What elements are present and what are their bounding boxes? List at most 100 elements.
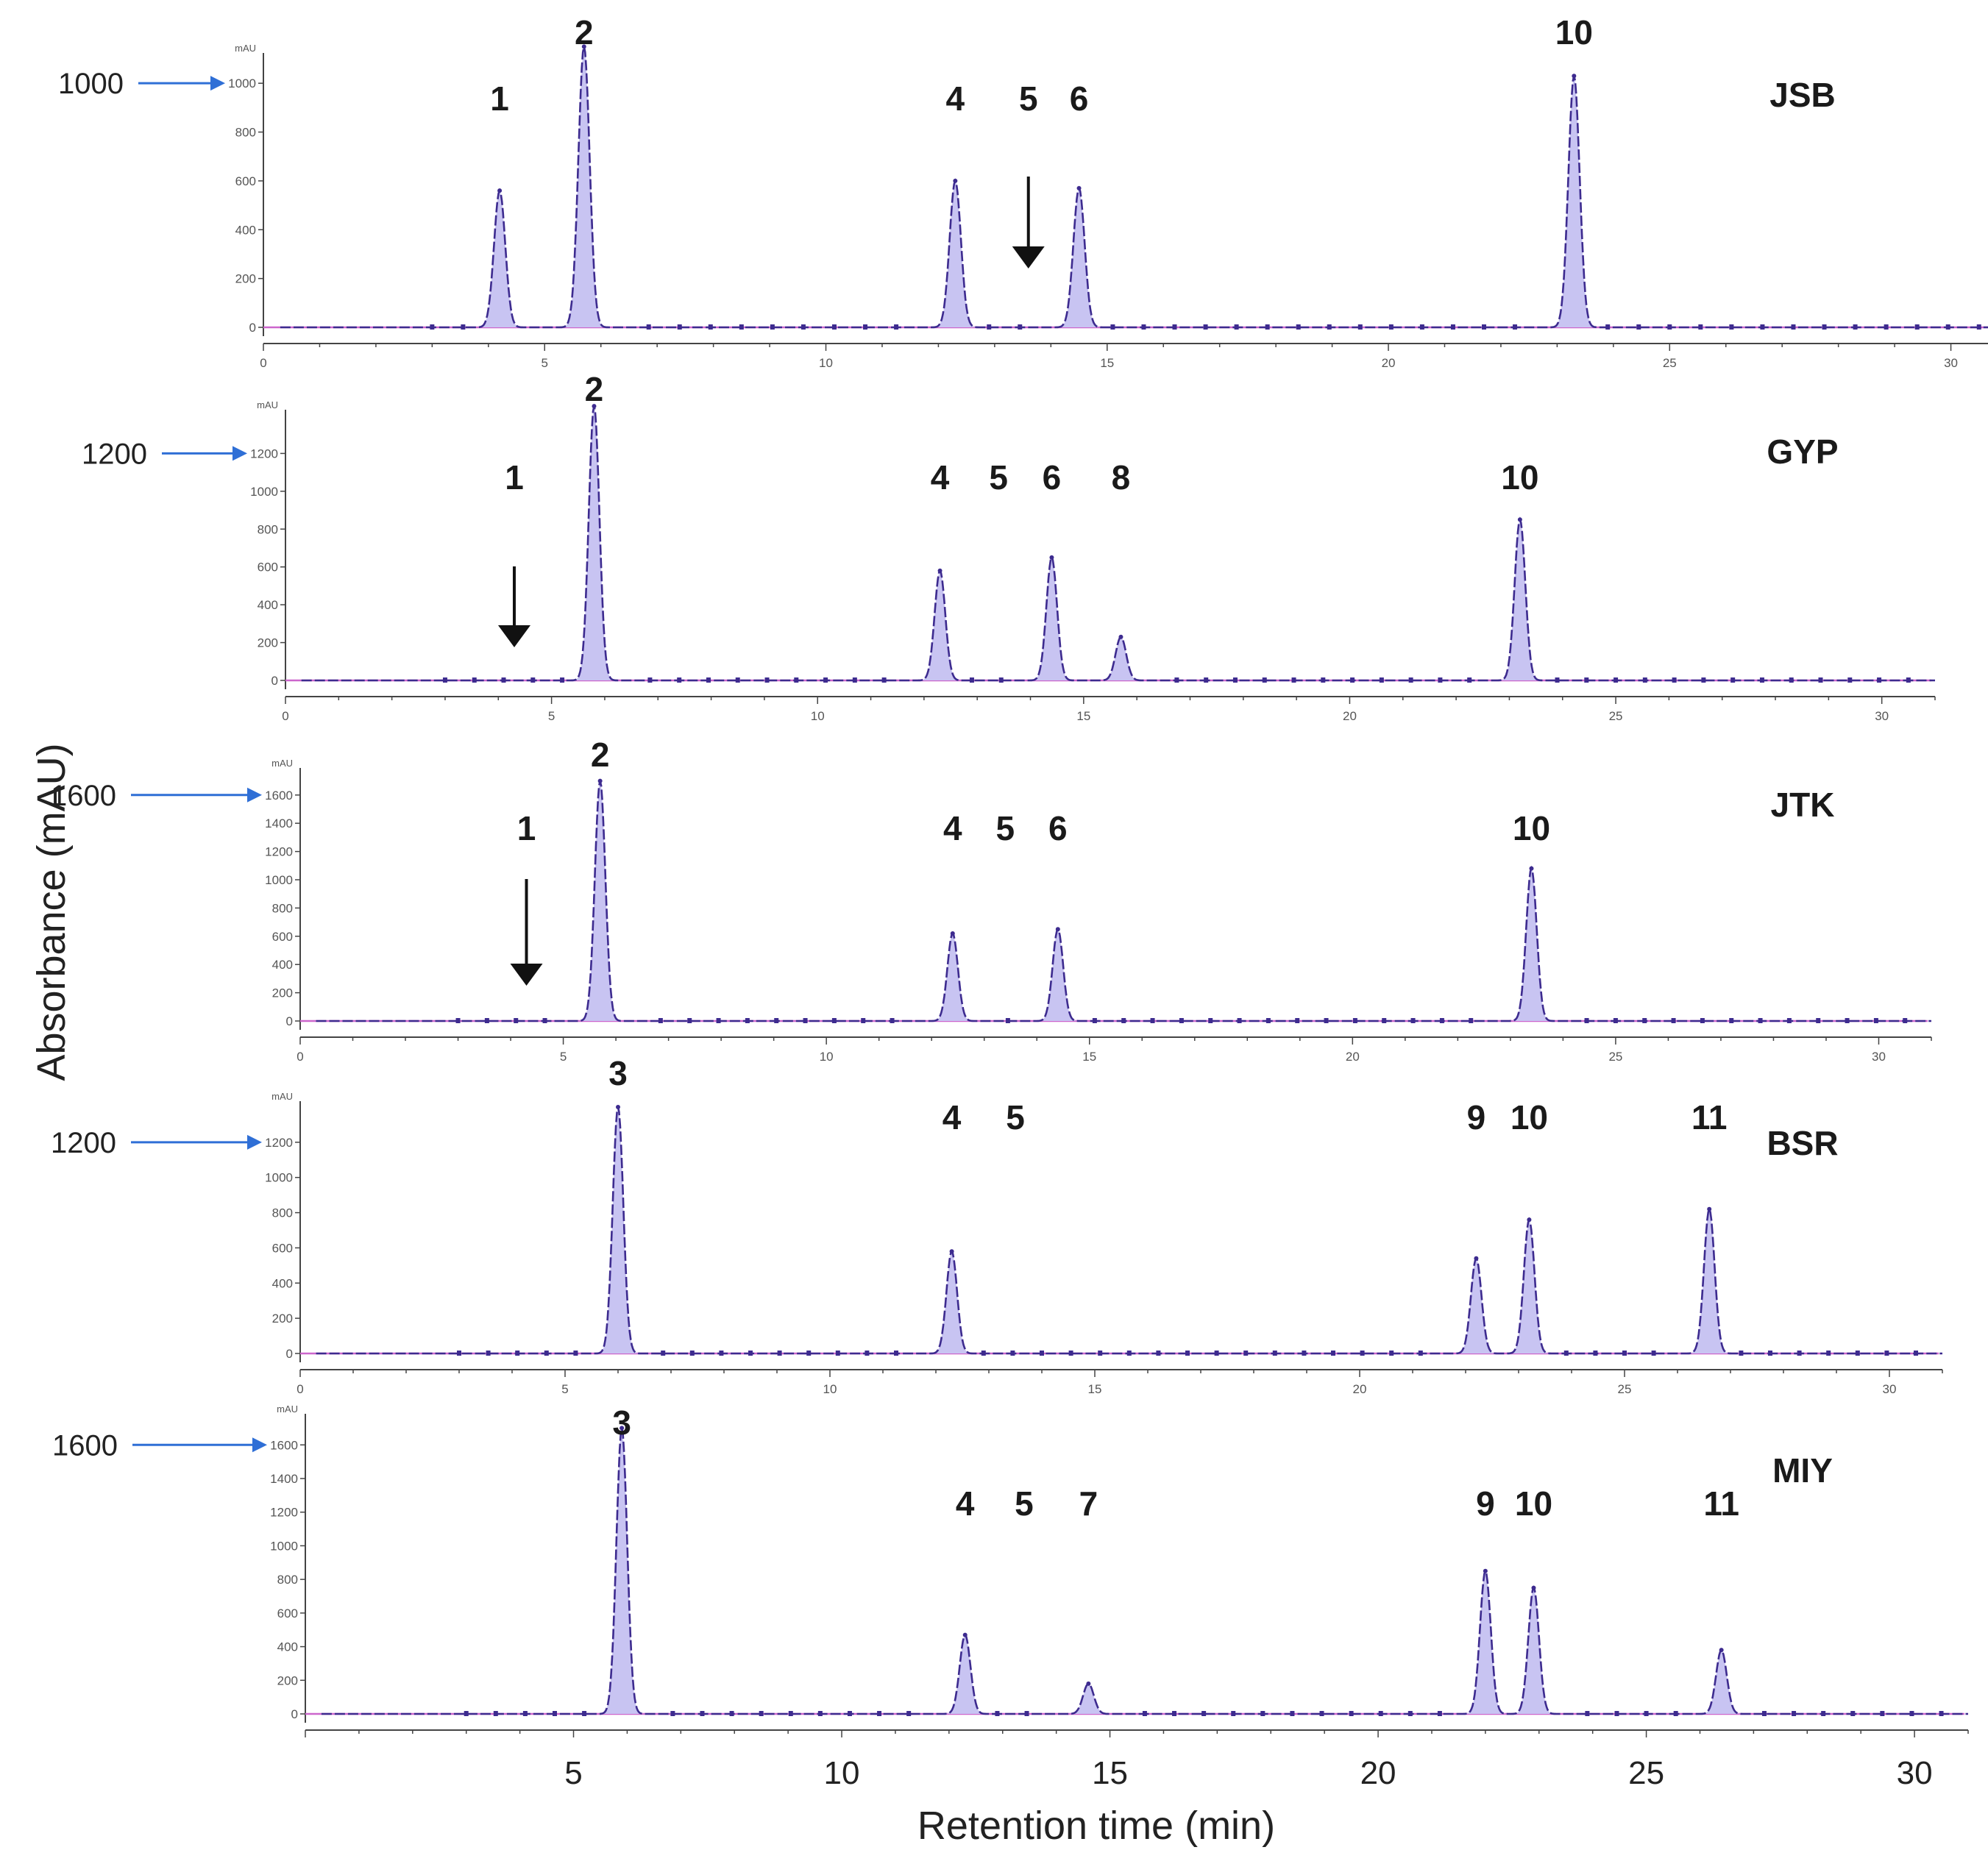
noise-marker — [1419, 324, 1424, 330]
trace-fill — [316, 1107, 1942, 1353]
noise-marker — [987, 324, 992, 330]
noise-marker — [1906, 677, 1911, 683]
y-tick-label: 1400 — [270, 1472, 298, 1486]
peak-label: 6 — [1043, 458, 1062, 497]
noise-marker — [1701, 677, 1706, 683]
noise-marker — [484, 1018, 489, 1023]
noise-marker — [1272, 1351, 1277, 1356]
noise-marker — [1410, 1018, 1416, 1023]
noise-marker — [1110, 324, 1115, 330]
noise-marker — [981, 1351, 986, 1356]
y-tick-label: 600 — [235, 174, 256, 188]
noise-marker — [998, 677, 1004, 683]
y-tick-label: 1000 — [265, 1171, 293, 1185]
noise-marker — [1121, 1018, 1126, 1023]
noise-marker — [1357, 324, 1363, 330]
noise-marker — [1418, 1351, 1423, 1356]
x-tick-label: 10 — [823, 1382, 837, 1396]
y-tick-label: 1200 — [265, 1136, 293, 1150]
noise-marker — [706, 677, 711, 683]
noise-marker — [1296, 324, 1301, 330]
x-tick-label: 5 — [561, 1382, 568, 1396]
peak-apex — [616, 1105, 620, 1109]
noise-marker — [1821, 1711, 1826, 1716]
noise-marker — [1786, 1018, 1792, 1023]
x-tick-label-large: 25 — [1628, 1755, 1664, 1791]
noise-marker — [1729, 1018, 1734, 1023]
peak-label: 5 — [989, 458, 1008, 497]
noise-marker — [1438, 677, 1443, 683]
peak-label: 8 — [1112, 458, 1131, 497]
peak-label: 7 — [1079, 1484, 1098, 1523]
peak-label: 5 — [1019, 79, 1038, 118]
peak-apex — [1719, 1648, 1724, 1653]
y-tick-label: 1000 — [250, 485, 278, 499]
y-axis-label: Absorbance (mAU) — [29, 743, 74, 1081]
x-tick-label: 20 — [1353, 1382, 1367, 1396]
noise-marker — [1185, 1351, 1190, 1356]
noise-marker — [1142, 1711, 1147, 1716]
noise-marker — [457, 1351, 461, 1356]
peak-label: 11 — [1691, 1098, 1728, 1136]
noise-marker — [1622, 1351, 1627, 1356]
peak-apex — [1529, 866, 1534, 871]
noise-marker — [1850, 1711, 1856, 1716]
noise-marker — [1450, 324, 1455, 330]
reference-value: 1000 — [58, 68, 124, 100]
unit-label: mAU — [277, 1403, 298, 1415]
peak-apex — [962, 1632, 968, 1637]
unit-label: mAU — [235, 43, 256, 54]
x-tick-label: 30 — [1872, 1050, 1886, 1064]
noise-marker — [1237, 1018, 1242, 1023]
reference-arrow-head — [232, 446, 247, 461]
noise-marker — [735, 677, 740, 683]
noise-marker — [1791, 324, 1796, 330]
y-tick-label: 0 — [286, 1347, 293, 1361]
peak-label: 4 — [946, 79, 965, 118]
x-tick-label: 0 — [297, 1382, 303, 1396]
peak-apex — [1517, 517, 1522, 522]
y-tick-label: 1600 — [270, 1438, 298, 1452]
x-tick-label-large: 15 — [1092, 1755, 1128, 1791]
x-tick-label: 10 — [819, 356, 833, 370]
noise-marker — [1667, 324, 1672, 330]
y-tick-label: 800 — [258, 522, 278, 536]
noise-marker — [442, 677, 447, 683]
noise-marker — [1513, 324, 1518, 330]
noise-marker — [803, 1018, 808, 1023]
peak-label: 1 — [517, 809, 536, 847]
noise-marker — [430, 324, 435, 330]
unit-label: mAU — [271, 758, 293, 769]
noise-marker — [1555, 677, 1560, 683]
noise-marker — [1672, 677, 1677, 683]
noise-marker — [1389, 1351, 1394, 1356]
peak-label: 2 — [585, 370, 604, 408]
x-tick-label: 15 — [1076, 709, 1090, 723]
noise-marker — [806, 1351, 812, 1356]
noise-marker — [1290, 1711, 1295, 1716]
noise-marker — [1327, 324, 1332, 330]
peak-apex — [620, 1426, 625, 1431]
noise-marker — [1642, 677, 1647, 683]
noise-marker — [1260, 1711, 1265, 1716]
peak-label: 10 — [1513, 809, 1550, 847]
noise-marker — [800, 324, 806, 330]
unit-label: mAU — [257, 399, 278, 410]
x-tick-label: 25 — [1663, 356, 1677, 370]
noise-marker — [1909, 1711, 1914, 1716]
x-tick-label: 20 — [1343, 709, 1357, 723]
y-tick-label: 800 — [277, 1573, 298, 1587]
noise-marker — [1729, 324, 1734, 330]
noise-marker — [455, 1018, 461, 1023]
noise-marker — [1651, 1351, 1656, 1356]
peak-apex — [1049, 555, 1054, 560]
reference-arrow-head — [252, 1437, 267, 1453]
peak-apex — [1572, 74, 1577, 79]
y-tick-label: 400 — [272, 958, 293, 972]
peak-apex — [1474, 1256, 1479, 1261]
peak-apex — [950, 931, 955, 936]
noise-marker — [1265, 324, 1270, 330]
noise-marker — [1172, 324, 1177, 330]
